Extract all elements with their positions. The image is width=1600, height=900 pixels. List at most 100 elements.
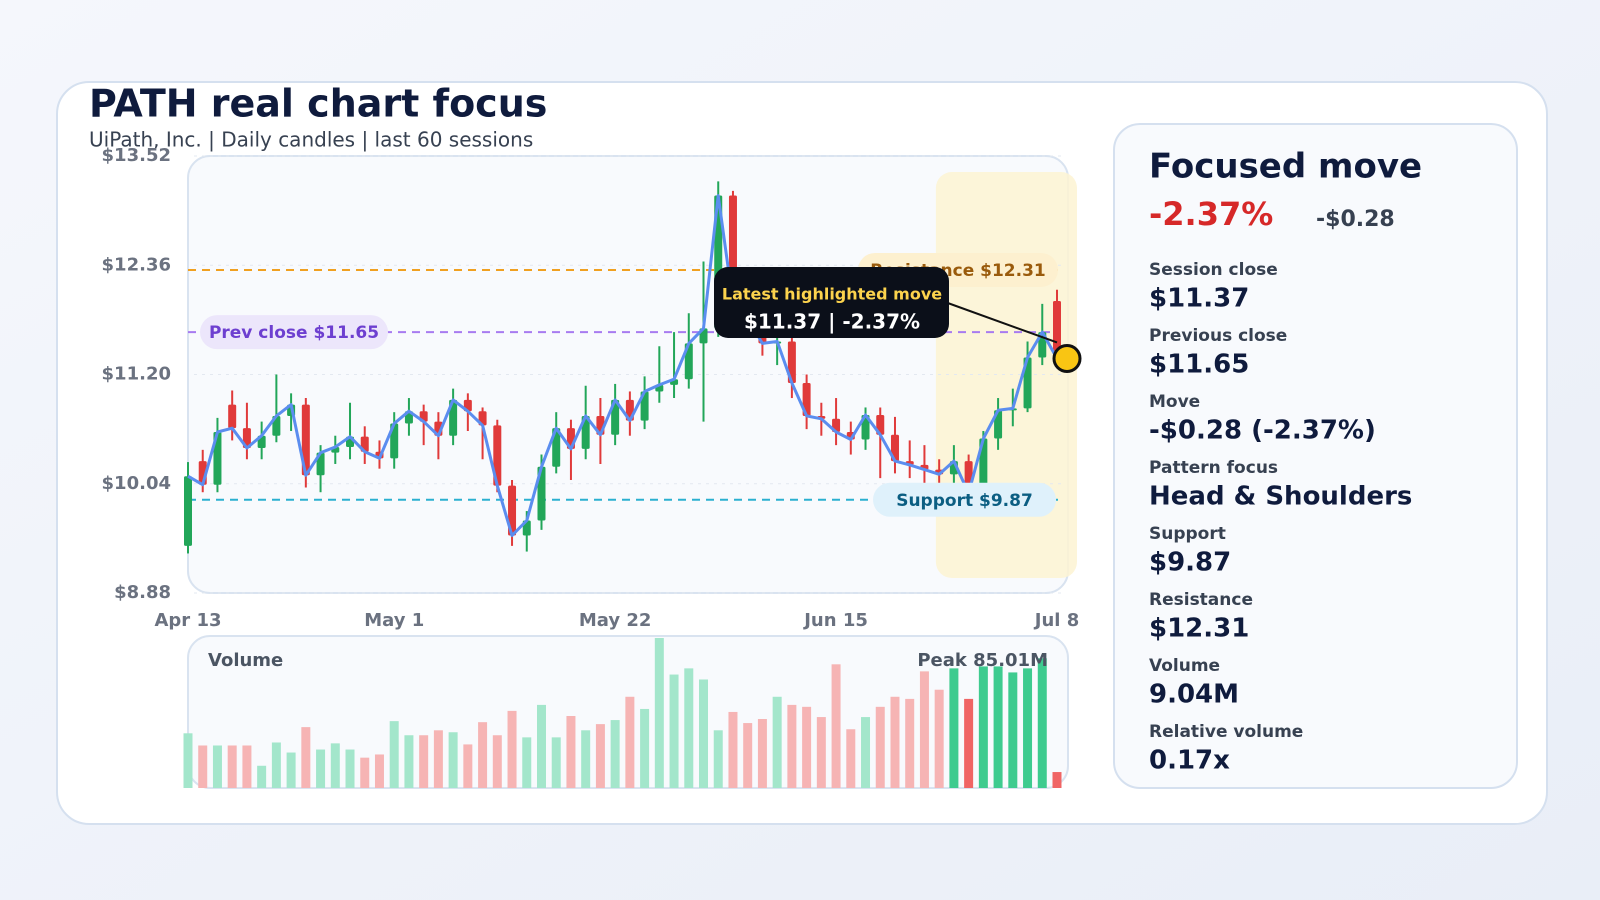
volume-bar	[772, 696, 782, 788]
panel-row-label: Support	[1149, 524, 1226, 544]
candle-body	[213, 431, 222, 485]
volume-bar	[875, 706, 885, 788]
volume-bar	[492, 735, 502, 788]
tooltip-text: $11.37 | -2.37%	[744, 310, 920, 334]
volume-bar	[389, 721, 399, 788]
panel-row-label: Pattern focus	[1149, 458, 1278, 478]
side-panel	[1113, 123, 1518, 789]
panel-row-value: -$0.28 (-2.37%)	[1149, 416, 1376, 446]
panel-row-label: Session close	[1149, 260, 1278, 280]
volume-bar	[433, 730, 443, 788]
y-tick-label: $12.36	[102, 254, 171, 275]
volume-bar	[1008, 672, 1018, 788]
volume-bar	[536, 704, 546, 788]
volume-bar	[625, 696, 635, 788]
x-tick-label: May 22	[579, 610, 652, 631]
volume-bar	[198, 745, 208, 788]
panel-row-label: Resistance	[1149, 590, 1253, 610]
y-tick-label: $13.52	[102, 145, 171, 166]
volume-bar	[743, 723, 753, 788]
volume-bar	[1052, 772, 1062, 788]
volume-bar	[905, 698, 915, 788]
volume-bar	[595, 724, 605, 788]
candle-body	[581, 415, 590, 449]
candle-body	[787, 341, 796, 383]
candle-body	[228, 404, 237, 429]
volume-bar	[757, 719, 767, 788]
candle-body	[449, 399, 458, 436]
panel-row-value: 0.17x	[1149, 746, 1230, 776]
y-tick-label: $11.20	[102, 364, 171, 385]
volume-bar	[448, 732, 458, 788]
panel-row-value: 9.04M	[1149, 680, 1239, 710]
volume-bar	[374, 754, 384, 788]
volume-bar	[1023, 668, 1033, 788]
y-tick-label: $8.88	[114, 582, 171, 603]
candle-body	[493, 425, 502, 486]
panel-change-abs: -$0.28	[1316, 207, 1395, 232]
panel-row-label: Previous close	[1149, 326, 1287, 346]
volume-bar	[345, 749, 355, 788]
volume-bar	[212, 745, 222, 788]
candle-body	[802, 382, 811, 416]
panel-row-value: $11.65	[1149, 350, 1249, 380]
candle-body	[184, 476, 192, 546]
panel-row-value: $12.31	[1149, 614, 1249, 644]
volume-bar	[257, 765, 267, 788]
volume-bar	[242, 745, 252, 788]
volume-bar	[728, 711, 738, 788]
volume-bar	[787, 704, 797, 788]
volume-bar	[551, 737, 561, 788]
panel-change-pct: -2.37%	[1149, 195, 1273, 233]
candle-body	[390, 423, 399, 459]
candle-body	[1023, 357, 1032, 409]
volume-bar	[846, 729, 856, 788]
volume-bar	[316, 749, 326, 788]
volume-bar	[419, 735, 429, 788]
candle-body	[537, 466, 546, 521]
x-tick-label: Jul 8	[1033, 610, 1079, 631]
level-pill	[200, 315, 388, 350]
volume-bar	[890, 696, 900, 788]
focus-point	[1052, 343, 1082, 373]
volume-bar	[227, 745, 237, 788]
panel-row-label: Relative volume	[1149, 722, 1303, 742]
volume-bar	[610, 720, 620, 788]
volume-bar	[934, 689, 944, 788]
volume-bar	[816, 717, 826, 788]
candle-body	[611, 399, 620, 435]
candle-body	[508, 485, 517, 536]
volume-bar	[684, 668, 694, 788]
volume-bar	[919, 671, 929, 788]
x-tick-label: Jun 15	[802, 610, 868, 631]
x-tick-label: May 1	[364, 610, 424, 631]
volume-peak-label: Peak 85.01M	[917, 650, 1048, 671]
candle-body	[684, 343, 693, 380]
volume-bar	[301, 727, 311, 788]
volume-bar	[978, 666, 988, 788]
volume-bar	[330, 743, 340, 788]
highlight-band	[935, 172, 1077, 578]
volume-bar	[404, 735, 414, 788]
volume-bar	[286, 752, 296, 788]
volume-bar	[183, 733, 193, 788]
volume-bar	[669, 674, 679, 788]
tooltip-connector	[944, 301, 1058, 344]
level-label: Support $9.87	[896, 491, 1033, 511]
volume-bar	[271, 742, 281, 788]
volume-bar	[1037, 658, 1047, 788]
volume-bar	[699, 679, 709, 788]
panel-row-value: Head & Shoulders	[1149, 482, 1412, 512]
panel-row-value: $11.37	[1149, 284, 1249, 314]
volume-bar	[522, 737, 532, 788]
volume-bar	[478, 722, 488, 788]
volume-bar	[964, 698, 974, 788]
level-pill	[873, 482, 1056, 517]
y-tick-label: $10.04	[102, 473, 171, 494]
volume-bar	[654, 638, 664, 788]
volume-bar	[360, 757, 370, 788]
candle-body	[979, 438, 988, 494]
panel-row-value: $9.87	[1149, 548, 1231, 578]
level-label: Prev close $11.65	[209, 323, 379, 343]
